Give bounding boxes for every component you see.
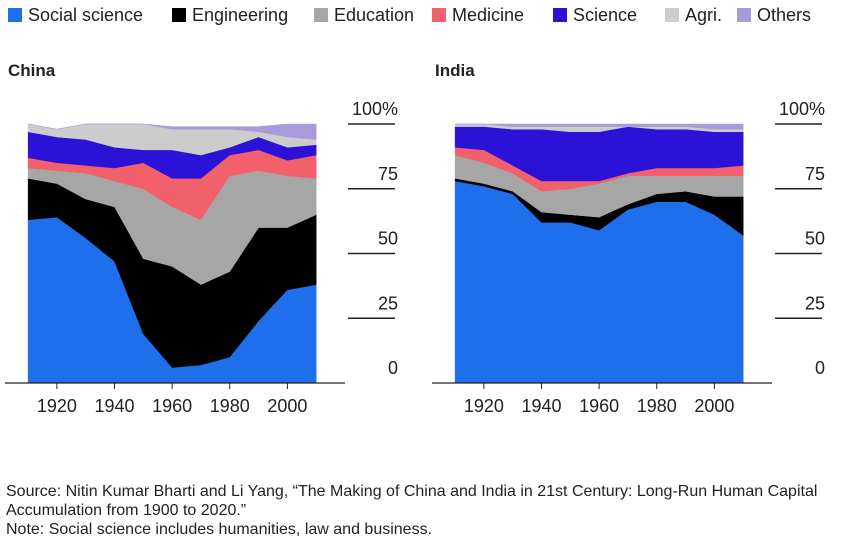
x-tick-label: 1960	[579, 396, 619, 416]
y-tick-label: 50	[378, 229, 398, 249]
legend-swatch	[172, 8, 186, 22]
x-tick-label: 2000	[267, 396, 307, 416]
area-series	[455, 123, 744, 130]
y-tick-label: 75	[805, 164, 825, 184]
legend-swatch	[314, 8, 328, 22]
area-series	[28, 123, 317, 140]
x-tick-label: 1920	[37, 396, 77, 416]
legend-label: Medicine	[452, 5, 524, 25]
y-tick-label: 0	[815, 358, 825, 378]
footnote: Note: Social science includes humanities…	[6, 521, 433, 538]
y-tick-label: 50	[805, 229, 825, 249]
legend-label: Agri.	[685, 5, 722, 25]
x-tick-label: 1960	[152, 396, 192, 416]
legend-swatch	[665, 8, 679, 22]
x-tick-label: 1940	[521, 396, 561, 416]
y-tick-label: 25	[805, 293, 825, 313]
chart-title: China	[8, 61, 56, 80]
x-tick-label: 2000	[694, 396, 734, 416]
y-tick-label: 25	[378, 293, 398, 313]
legend-label: Engineering	[192, 5, 288, 25]
source-note: Source: Nitin Kumar Bharti and Li Yang, …	[6, 483, 818, 519]
legend-swatch	[8, 8, 22, 22]
legend-label: Others	[757, 5, 811, 25]
y-tick-label: 100%	[779, 99, 825, 119]
chart-title: India	[435, 61, 475, 80]
legend-label: Social science	[28, 5, 143, 25]
x-tick-label: 1980	[210, 396, 250, 416]
legend-swatch	[432, 8, 446, 22]
y-tick-label: 0	[388, 358, 398, 378]
y-tick-label: 75	[378, 164, 398, 184]
x-tick-label: 1920	[464, 396, 504, 416]
x-tick-label: 1980	[637, 396, 677, 416]
legend-swatch	[737, 8, 751, 22]
legend-label: Science	[573, 5, 637, 25]
legend-label: Education	[334, 5, 414, 25]
x-tick-label: 1940	[94, 396, 134, 416]
y-tick-label: 100%	[352, 99, 398, 119]
legend-swatch	[553, 8, 567, 22]
